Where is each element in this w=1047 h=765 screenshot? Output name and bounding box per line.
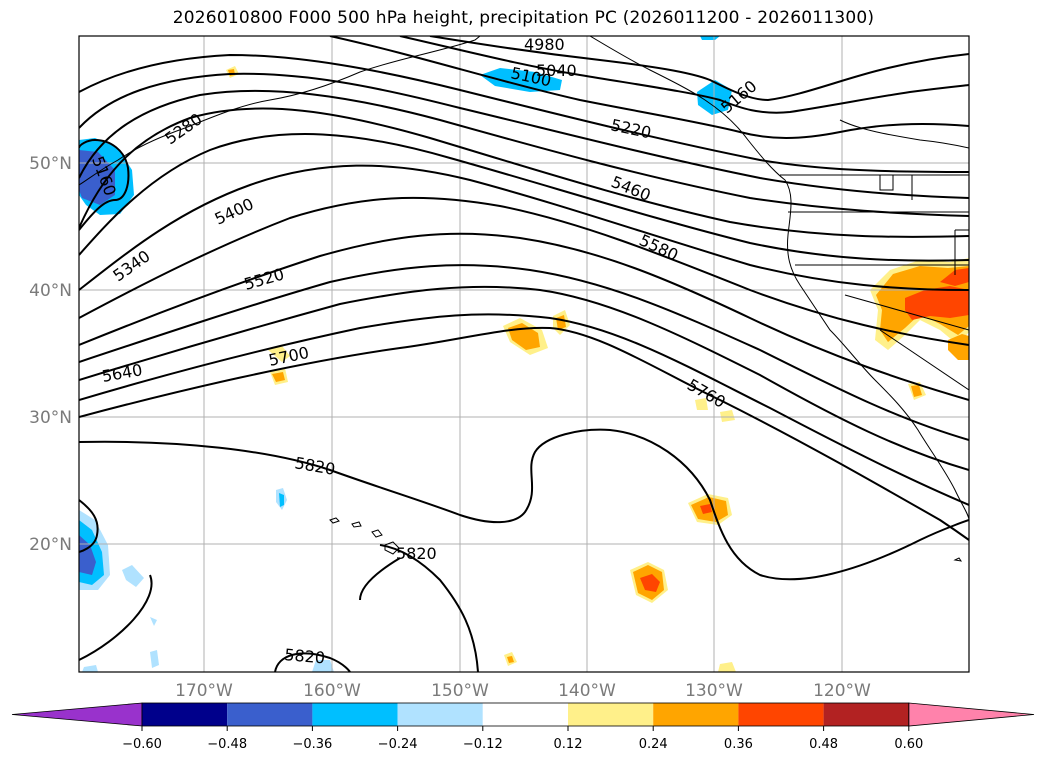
colorbar-extend-low [11,702,143,727]
lon-label: 150°W [431,681,489,701]
map-border [78,35,970,673]
colorbar-segment [568,703,654,726]
lon-label: 140°W [558,681,616,701]
contour-label: 4980 [524,35,565,54]
lon-label: 120°W [813,681,871,701]
coastlines [79,36,969,521]
contour-label: 5820 [396,544,437,563]
lon-label: 130°W [685,681,743,701]
lat-label: 50°N [29,154,72,174]
colorbar-tick-label: 0.60 [894,737,923,752]
colorbar-tick-label: −0.12 [463,737,503,752]
colorbar-tick-label: −0.48 [207,737,247,752]
colorbar-tick-label: 0.12 [554,737,583,752]
colorbar-segment [738,703,824,726]
colorbar-segment [653,703,739,726]
colorbar-tick-label: 0.48 [809,737,838,752]
colorbar-tick-label: −0.60 [122,737,162,752]
colorbar-segment [482,703,568,726]
lat-label: 40°N [29,281,72,301]
lat-label: 20°N [29,535,72,555]
map-title: 2026010800 F000 500 hPa height, precipit… [172,8,875,28]
colorbar-segment [142,703,228,726]
height-contours [79,36,969,672]
colorbar-tick-label: 0.36 [724,737,753,752]
colorbar-tick-label: −0.36 [292,737,332,752]
colorbar-segment [397,703,483,726]
latitude-labels: 50°N 40°N 30°N 20°N [29,154,72,555]
colorbar-tick-label: −0.24 [378,737,418,752]
colorbar-tick-label: 0.24 [639,737,668,752]
colorbar-segment [312,703,398,726]
hawaii-islands [329,517,963,562]
colorbar-segment [227,703,313,726]
graticule [79,36,969,672]
colorbar-segment [823,703,909,726]
contour-label: 5040 [536,61,577,80]
colorbar: −0.60 −0.48 −0.36 −0.24 −0.12 0.12 0.24 0.36 0.4… [11,702,1035,752]
longitude-labels: 170°W 160°W 150°W 140°W 130°W 120°W [175,681,871,701]
colorbar-border [141,702,910,727]
contour-label: 5820 [284,645,326,667]
lon-label: 160°W [303,681,361,701]
contour-labels: 4980 5040 5100 5160 5160 5220 5280 5340 … [88,35,760,668]
colorbar-extend-high [908,702,1035,727]
map-frame [79,36,969,672]
lon-label: 170°W [175,681,233,701]
lat-label: 30°N [29,408,72,428]
